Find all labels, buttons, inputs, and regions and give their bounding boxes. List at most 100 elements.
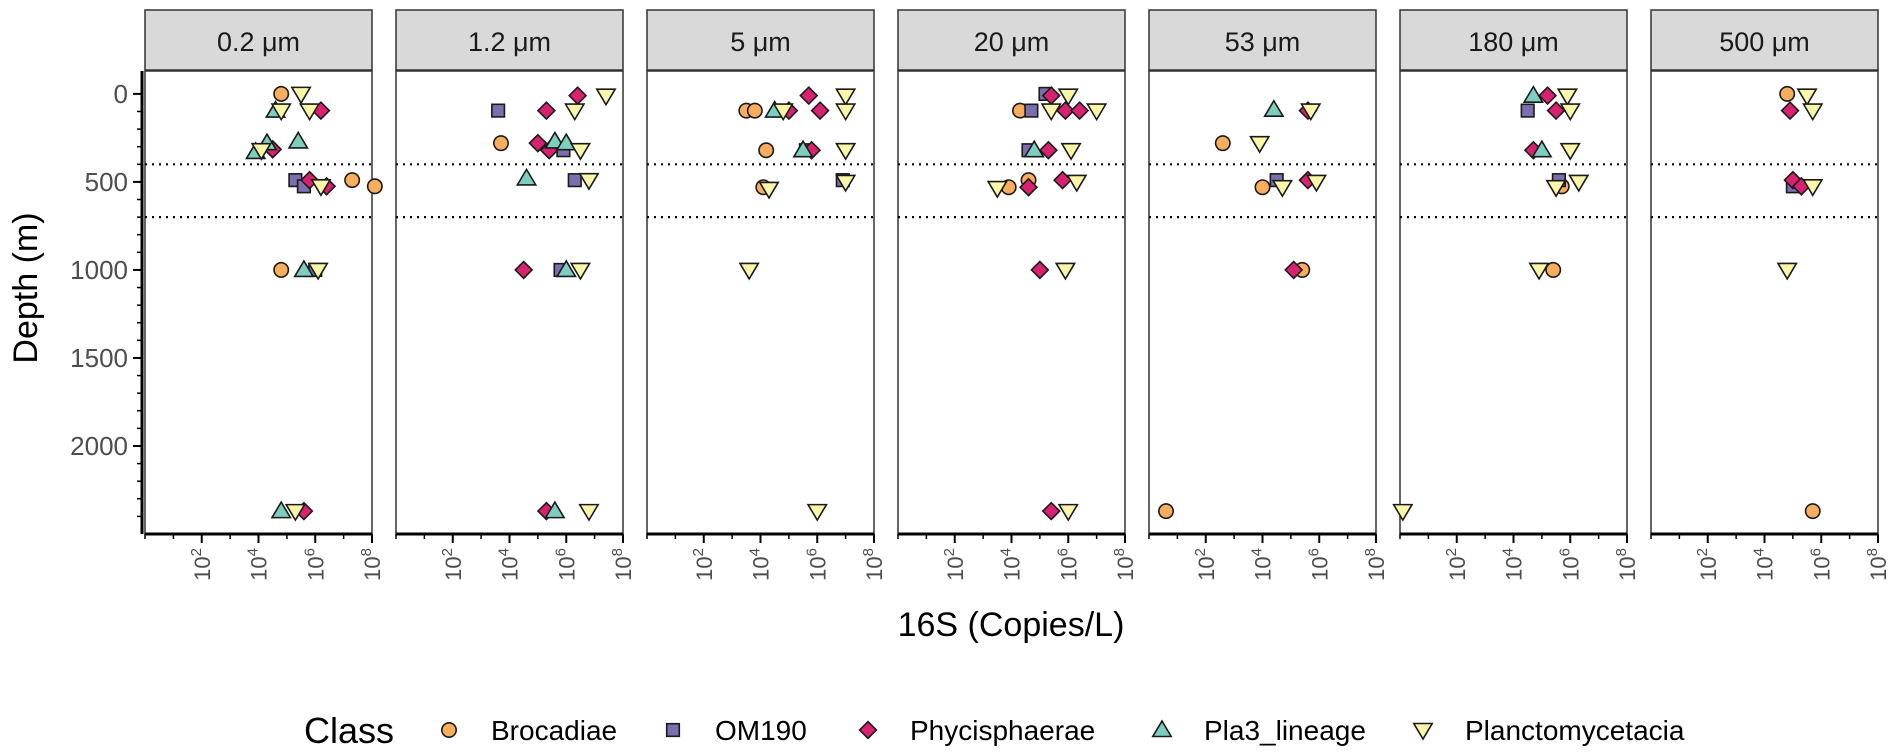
x-tick-label: 108 bbox=[860, 548, 887, 581]
x-tick-text: 104 bbox=[496, 548, 523, 581]
x-tick-label: 104 bbox=[245, 548, 272, 581]
x-tick-text: 106 bbox=[1054, 548, 1081, 581]
panel-border bbox=[897, 70, 1126, 535]
legend-item: Pla3_lineage bbox=[1151, 715, 1366, 746]
x-tick-base: 10 bbox=[805, 556, 830, 580]
x-tick-label: 104 bbox=[747, 548, 774, 581]
x-tick-exponent: 6 bbox=[1807, 548, 1824, 556]
x-tick-label: 104 bbox=[998, 548, 1025, 581]
data-point-pla3-lineage bbox=[1263, 99, 1285, 118]
x-tick-exponent: 6 bbox=[1054, 548, 1071, 556]
x-tick-label: 106 bbox=[1054, 548, 1081, 581]
x-tick-base: 10 bbox=[1056, 556, 1081, 580]
data-point-brocadiae bbox=[344, 172, 361, 189]
x-tick-base: 10 bbox=[1615, 556, 1640, 580]
data-point-phycisphaerae bbox=[528, 133, 548, 153]
panel-border bbox=[144, 70, 373, 535]
data-point-phycisphaerae bbox=[1038, 140, 1058, 160]
data-point-planctomycetacia bbox=[1249, 135, 1271, 154]
data-point-phycisphaerae bbox=[1055, 101, 1075, 121]
x-tick-base: 10 bbox=[190, 556, 215, 580]
data-point-planctomycetacia bbox=[578, 172, 600, 191]
x-tick-base: 10 bbox=[360, 556, 385, 580]
facet-strip-label: 20 μm bbox=[974, 27, 1050, 57]
x-tick-label: 102 bbox=[188, 548, 215, 581]
x-tick-exponent: 4 bbox=[496, 548, 513, 556]
data-point-brocadiae bbox=[1158, 503, 1175, 520]
y-tick-label: 2000 bbox=[70, 431, 128, 461]
y-tick-label: 1500 bbox=[70, 343, 128, 373]
data-point-brocadiae bbox=[1545, 261, 1562, 278]
x-tick-exponent: 8 bbox=[1613, 548, 1630, 556]
data-point-brocadiae bbox=[273, 261, 290, 278]
data-point-brocadiae bbox=[746, 102, 763, 119]
data-point-planctomycetacia bbox=[1796, 88, 1818, 107]
data-point-planctomycetacia bbox=[1300, 103, 1322, 122]
data-point-om190 bbox=[1024, 103, 1039, 118]
x-tick-exponent: 6 bbox=[552, 548, 569, 556]
data-point-planctomycetacia bbox=[1559, 142, 1581, 161]
x-tick-base: 10 bbox=[611, 556, 636, 580]
x-tick-text: 102 bbox=[1694, 548, 1721, 581]
data-point-planctomycetacia bbox=[835, 103, 857, 122]
x-tick-base: 10 bbox=[692, 556, 717, 580]
data-point-phycisphaerae bbox=[1538, 86, 1558, 106]
x-tick-base: 10 bbox=[498, 556, 523, 580]
x-tick-label: 106 bbox=[552, 548, 579, 581]
data-point-planctomycetacia bbox=[569, 262, 592, 281]
data-point-planctomycetacia bbox=[986, 180, 1008, 199]
data-point-planctomycetacia bbox=[1528, 262, 1550, 281]
x-tick-text: 108 bbox=[1111, 548, 1138, 581]
x-tick-base: 10 bbox=[303, 556, 328, 580]
x-tick-label: 102 bbox=[1192, 548, 1219, 581]
data-point-planctomycetacia bbox=[1271, 179, 1293, 198]
legend-key bbox=[440, 721, 457, 738]
x-tick-exponent: 6 bbox=[1305, 548, 1322, 556]
x-tick-exponent: 8 bbox=[1864, 548, 1881, 556]
x-tick-exponent: 4 bbox=[1751, 548, 1768, 556]
x-tick-exponent: 2 bbox=[188, 548, 205, 556]
x-tick-label: 102 bbox=[941, 548, 968, 581]
data-point-planctomycetacia bbox=[564, 103, 586, 122]
y-axis: 0 500 1000 1500 2000 bbox=[70, 71, 144, 534]
data-point-planctomycetacia bbox=[1802, 103, 1824, 122]
data-point-planctomycetacia bbox=[307, 262, 329, 281]
x-tick-exponent: 6 bbox=[301, 548, 318, 556]
legend-key bbox=[1151, 719, 1173, 738]
x-tick-label: 102 bbox=[690, 548, 717, 581]
facet-strip bbox=[1650, 9, 1879, 71]
facet-strip bbox=[395, 9, 624, 71]
data-point-planctomycetacia bbox=[290, 86, 312, 105]
data-point-om190 bbox=[567, 173, 582, 188]
x-tick-label: 102 bbox=[1443, 548, 1470, 581]
facet-strip bbox=[1399, 9, 1628, 71]
legend-key bbox=[1412, 722, 1434, 741]
data-point-planctomycetacia bbox=[284, 503, 306, 522]
data-point-planctomycetacia bbox=[1054, 262, 1077, 281]
x-tick-label: 104 bbox=[496, 548, 523, 581]
x-tick-exponent: 4 bbox=[1249, 548, 1266, 556]
x-tick-text: 102 bbox=[941, 548, 968, 581]
x-tick-exponent: 8 bbox=[860, 548, 877, 556]
legend-label: Phycisphaerae bbox=[910, 715, 1095, 746]
x-tick-exponent: 6 bbox=[803, 548, 820, 556]
x-tick-label: 106 bbox=[301, 548, 328, 581]
data-point-pla3-lineage bbox=[792, 139, 814, 158]
x-tick-base: 10 bbox=[247, 556, 272, 580]
data-point-planctomycetacia bbox=[578, 503, 600, 522]
x-tick-base: 10 bbox=[749, 556, 774, 580]
x-tick-label: 108 bbox=[358, 548, 385, 581]
x-tick-base: 10 bbox=[441, 556, 466, 580]
data-point-brocadiae bbox=[1254, 179, 1271, 196]
x-tick-text: 104 bbox=[1249, 548, 1276, 581]
x-tick-label: 108 bbox=[1111, 548, 1138, 581]
panel-border bbox=[1399, 70, 1628, 535]
x-tick-exponent: 4 bbox=[998, 548, 1015, 556]
data-point-planctomycetacia bbox=[772, 103, 794, 122]
data-point-planctomycetacia bbox=[758, 181, 780, 200]
data-point-phycisphaerae bbox=[810, 101, 830, 121]
data-point-phycisphaerae bbox=[1018, 177, 1039, 197]
x-tick-exponent: 4 bbox=[1500, 548, 1517, 556]
data-point-planctomycetacia bbox=[1305, 174, 1328, 193]
facet-strip bbox=[646, 9, 875, 71]
